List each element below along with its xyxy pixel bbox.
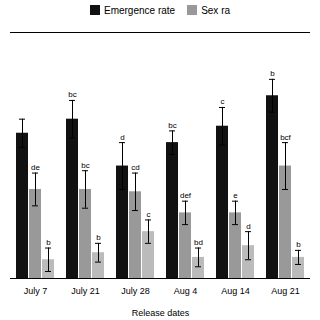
svg-text:b: b bbox=[270, 69, 275, 78]
svg-text:Release dates: Release dates bbox=[132, 308, 190, 318]
svg-text:Aug 14: Aug 14 bbox=[221, 286, 250, 296]
html-text:Emergence rate: Emergence rate bbox=[104, 4, 176, 16]
svg-text:def: def bbox=[180, 191, 192, 200]
svg-text:July 7: July 7 bbox=[24, 286, 48, 296]
svg-text:d: d bbox=[120, 133, 124, 142]
svg-text:d: d bbox=[246, 222, 250, 231]
svg-text:bc: bc bbox=[81, 161, 89, 170]
svg-text:July 21: July 21 bbox=[71, 286, 100, 296]
html-text:Sex ra: Sex ra bbox=[201, 4, 230, 16]
svg-text:b: b bbox=[46, 238, 51, 247]
svg-text:bcf: bcf bbox=[280, 133, 291, 142]
svg-text:cd: cd bbox=[131, 163, 139, 172]
svg-text:b: b bbox=[296, 240, 301, 249]
svg-text:July 28: July 28 bbox=[121, 286, 150, 296]
svg-text:bc: bc bbox=[168, 121, 176, 130]
svg-text:b: b bbox=[96, 233, 101, 242]
svg-text:bd: bd bbox=[194, 238, 203, 247]
svg-text:e: e bbox=[233, 191, 238, 200]
svg-text:c: c bbox=[221, 97, 225, 106]
svg-text:Aug 4: Aug 4 bbox=[174, 286, 198, 296]
svg-text:c: c bbox=[147, 210, 151, 219]
svg-text:de: de bbox=[31, 163, 40, 172]
svg-text:bc: bc bbox=[68, 90, 76, 99]
svg-text:Aug 21: Aug 21 bbox=[271, 286, 300, 296]
